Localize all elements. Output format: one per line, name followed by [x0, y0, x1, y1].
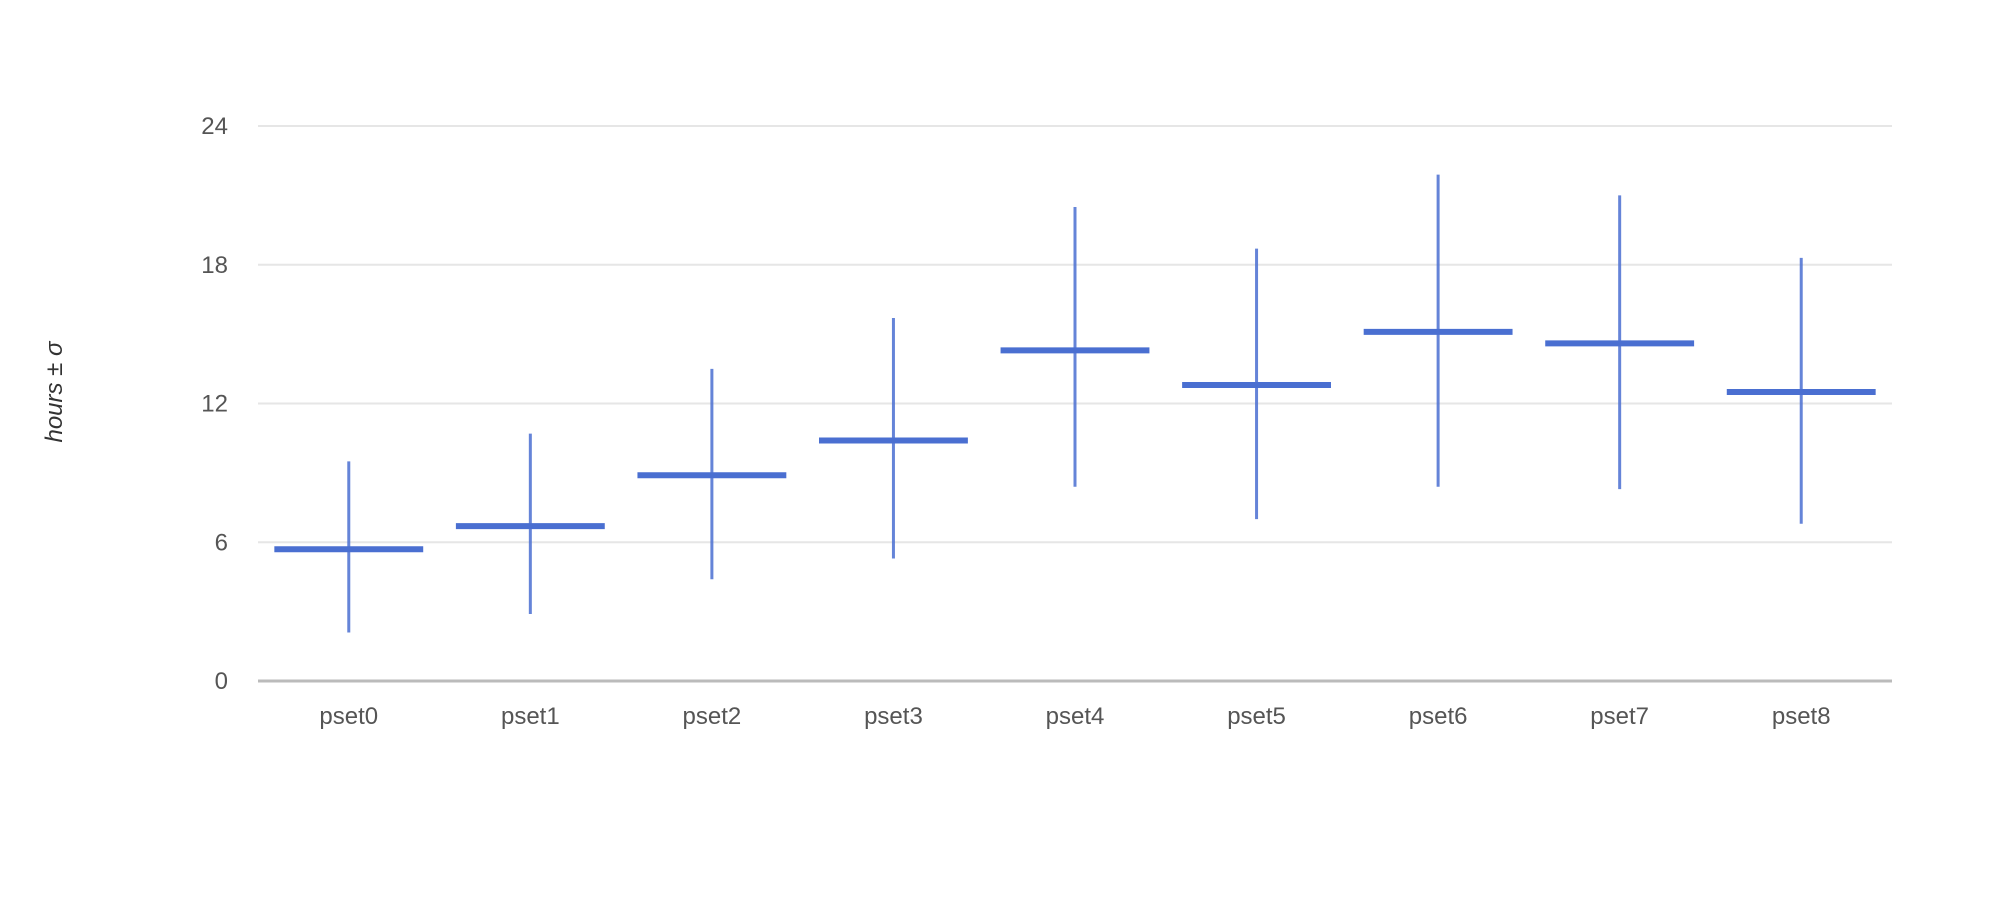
x-tick-label: pset0	[319, 703, 378, 730]
y-tick-label: 18	[201, 252, 228, 279]
x-tick-label: pset4	[1046, 703, 1105, 730]
x-tick-label: pset8	[1772, 703, 1831, 730]
y-tick-label: 0	[215, 668, 228, 695]
y-tick-label: 12	[201, 391, 228, 418]
x-axis-ticks: pset0 pset1 pset2 pset3 pset4 pset5 pset6 pset7…	[319, 703, 1830, 730]
x-tick-label: pset1	[501, 703, 560, 730]
x-tick-label: pset7	[1590, 703, 1649, 730]
y-axis-ticks: 0 6 12 18 24	[201, 113, 228, 695]
y-tick-label: 6	[215, 529, 228, 556]
x-tick-label: pset6	[1409, 703, 1468, 730]
y-axis-label: hours ± σ	[41, 340, 68, 443]
x-tick-label: pset5	[1227, 703, 1286, 730]
y-tick-label: 24	[201, 113, 228, 140]
x-tick-label: pset2	[683, 703, 742, 730]
error-bar-marks	[274, 174, 1876, 633]
x-tick-label: pset3	[864, 703, 923, 730]
